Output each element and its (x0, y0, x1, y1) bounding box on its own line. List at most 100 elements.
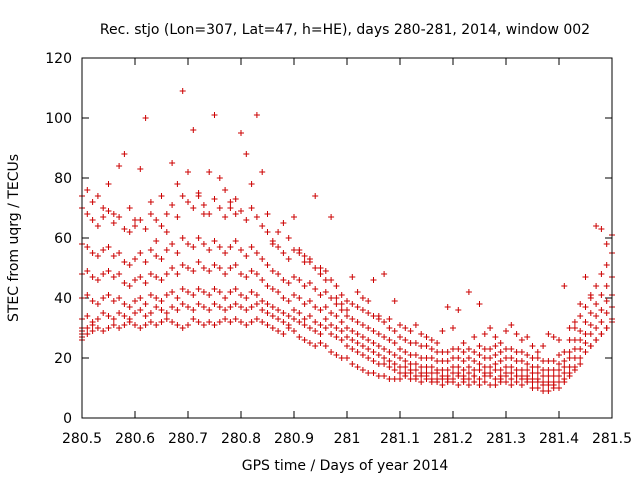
data-point-plus (386, 325, 393, 331)
data-point-plus (222, 250, 229, 256)
data-point-plus (492, 376, 499, 382)
data-point-plus (550, 367, 557, 373)
data-point-plus (556, 352, 562, 358)
data-point-plus (84, 331, 91, 337)
data-point-plus (142, 115, 149, 121)
data-point-plus (317, 322, 324, 328)
data-point-plus (253, 271, 260, 277)
data-point-plus (577, 355, 584, 361)
data-point-plus (147, 247, 154, 253)
data-point-plus (529, 355, 536, 361)
data-point-plus (291, 316, 297, 322)
data-point-plus (301, 283, 308, 289)
data-point-plus (275, 289, 282, 295)
data-point-plus (577, 337, 584, 343)
data-point-plus (190, 205, 197, 211)
data-point-plus (132, 310, 138, 316)
data-point-plus (179, 301, 186, 307)
data-point-plus (264, 322, 271, 328)
data-point-plus (232, 238, 239, 244)
data-point-plus (412, 373, 419, 379)
data-point-plus (603, 325, 610, 331)
data-point-plus (291, 247, 297, 253)
data-point-plus (253, 316, 260, 322)
data-point-plus (386, 349, 393, 355)
data-point-plus (397, 376, 403, 382)
data-point-plus (513, 358, 520, 364)
data-point-plus (137, 166, 144, 172)
data-point-plus (333, 295, 340, 301)
x-tick-label: 281.5 (592, 431, 632, 447)
data-point-plus (450, 346, 456, 352)
data-point-plus (497, 349, 504, 355)
data-point-plus (89, 328, 96, 334)
data-point-plus (471, 379, 478, 385)
data-point-plus (476, 352, 483, 358)
data-point-plus (333, 313, 340, 319)
data-point-plus (333, 325, 340, 331)
data-point-plus (455, 382, 462, 388)
data-point-plus (94, 301, 101, 307)
data-point-plus (285, 235, 292, 241)
data-point-plus (603, 298, 610, 304)
data-point-plus (407, 361, 414, 367)
data-point-plus (503, 364, 509, 370)
data-point-plus (455, 355, 462, 361)
data-point-plus (132, 217, 138, 223)
data-point-plus (169, 160, 176, 166)
data-point-plus (418, 355, 425, 361)
data-point-plus (455, 364, 462, 370)
data-point-plus (147, 310, 154, 316)
data-point-plus (94, 193, 101, 199)
data-point-plus (275, 229, 282, 235)
data-point-plus (169, 265, 176, 271)
data-point-plus (296, 295, 303, 301)
data-point-plus (497, 358, 504, 364)
data-point-plus (365, 355, 372, 361)
data-point-plus (481, 331, 488, 337)
data-point-plus (513, 367, 520, 373)
data-point-plus (418, 343, 425, 349)
data-point-plus (126, 229, 133, 235)
data-point-plus (301, 259, 308, 265)
data-point-plus (359, 322, 366, 328)
data-point-plus (121, 322, 128, 328)
data-point-plus (259, 319, 266, 325)
data-point-plus (110, 220, 117, 226)
data-point-plus (365, 370, 372, 376)
data-point-plus (492, 334, 499, 340)
data-point-plus (444, 349, 451, 355)
data-point-plus (275, 316, 282, 322)
data-point-plus (285, 280, 292, 286)
data-point-plus (338, 328, 345, 334)
data-point-plus (206, 211, 213, 217)
data-point-plus (232, 262, 239, 268)
data-point-plus (132, 256, 138, 262)
data-point-plus (206, 319, 213, 325)
data-point-plus (322, 316, 329, 322)
data-point-plus (147, 319, 154, 325)
x-tick-label: 281.3 (486, 431, 526, 447)
data-point-plus (312, 286, 319, 292)
data-point-plus (556, 379, 562, 385)
data-point-plus (344, 343, 350, 349)
data-point-plus (375, 352, 382, 358)
data-point-plus (518, 382, 525, 388)
data-point-plus (253, 250, 260, 256)
data-point-plus (386, 316, 393, 322)
data-point-plus (174, 214, 181, 220)
data-point-plus (211, 112, 218, 118)
data-point-plus (100, 247, 107, 253)
data-point-plus (587, 343, 594, 349)
data-point-plus (391, 376, 398, 382)
data-point-plus (312, 304, 319, 310)
data-point-plus (291, 214, 297, 220)
data-point-plus (174, 322, 181, 328)
data-point-plus (269, 325, 276, 331)
data-point-plus (306, 340, 313, 346)
data-point-plus (534, 385, 541, 391)
data-point-plus (264, 283, 271, 289)
data-point-plus (132, 298, 138, 304)
data-point-plus (285, 322, 292, 328)
data-point-plus (89, 274, 96, 280)
